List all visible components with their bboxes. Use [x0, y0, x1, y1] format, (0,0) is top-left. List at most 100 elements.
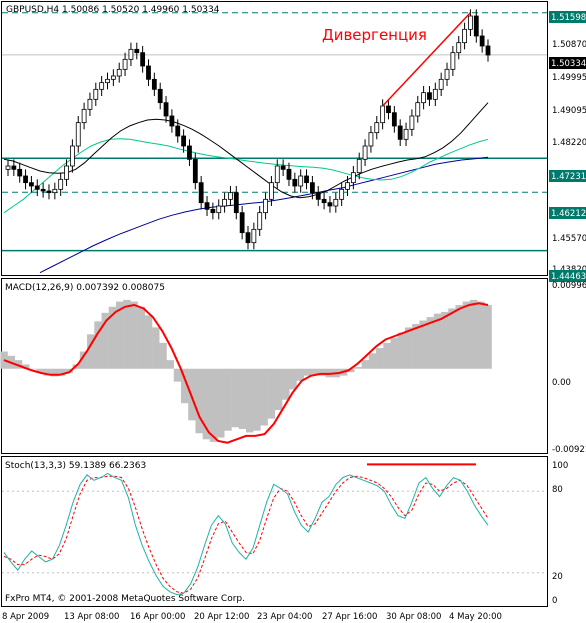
bull-candle: [274, 165, 280, 184]
bear-candle: [304, 175, 309, 184]
bear-candle: [239, 212, 245, 234]
time-label: 30 Apr 08:00: [386, 612, 441, 622]
macd-histogram-bar: [79, 351, 88, 369]
stoch-tick: 0: [552, 596, 557, 606]
bull-candle: [99, 82, 105, 90]
bull-candle: [222, 198, 227, 207]
ma-mid-line: [3, 138, 489, 214]
price-tick: 1.49995: [552, 73, 586, 83]
macd-histogram-bar: [217, 368, 225, 438]
bull-candle: [93, 88, 99, 100]
bear-candle: [473, 15, 479, 37]
bull-candle: [374, 122, 380, 134]
bear-candle: [17, 168, 23, 177]
bull-candle: [75, 122, 81, 147]
macd-histogram-bar: [397, 332, 406, 369]
macd-histogram-bar: [426, 317, 435, 369]
bear-candle: [46, 190, 52, 194]
price-series: [2, 9, 547, 274]
bear-candle: [315, 192, 321, 200]
level-label-box: [549, 207, 586, 219]
macd-histogram-bar: [455, 305, 463, 369]
bull-candle: [257, 212, 263, 230]
macd-histogram-bar: [484, 305, 492, 369]
macd-histogram-bar: [412, 323, 420, 369]
level-label: 1.47231: [551, 172, 586, 182]
macd-histogram-bar: [253, 368, 261, 431]
macd-histogram-bar: [36, 368, 44, 374]
macd-histogram-bar: [87, 334, 95, 369]
bear-candle: [187, 145, 192, 160]
bear-candle: [427, 92, 432, 100]
bull-candle: [269, 182, 274, 200]
level-label-box: [549, 170, 586, 182]
macd-histogram-bar: [441, 311, 449, 369]
macd-histogram-bar: [260, 368, 268, 426]
bull-candle: [81, 108, 87, 124]
macd-histogram-bar: [318, 368, 326, 376]
macd-histogram-bar: [368, 353, 377, 369]
macd-histogram-bar: [166, 360, 174, 369]
bull-candle: [69, 145, 75, 167]
bear-candle: [245, 232, 251, 244]
copyright-text: FxPro MT4, © 2001-2008 MetaQuotes Softwa…: [5, 594, 245, 604]
bull-candle: [216, 205, 222, 214]
macd-histogram-bar: [202, 368, 211, 440]
bull-candle: [122, 58, 128, 70]
price-tick: 1.48220: [552, 138, 586, 148]
stoch-tick: 20: [552, 572, 563, 582]
bull-candle: [444, 68, 450, 80]
level-label-box: [549, 11, 586, 23]
macd-histogram-bar: [376, 348, 384, 369]
macd-histogram-bar: [477, 301, 485, 369]
bear-candle: [151, 78, 157, 90]
bull-candle: [105, 78, 110, 84]
macd-histogram-bar: [296, 368, 304, 381]
time-label: 4 May 20:00: [449, 612, 502, 622]
bull-candle: [462, 28, 467, 44]
bear-candle: [280, 165, 286, 170]
bull-candle: [415, 102, 421, 117]
bear-candle: [175, 125, 181, 137]
macd-histogram-bar: [195, 368, 203, 434]
bear-candle: [181, 135, 187, 147]
current-price-label: 1.50334: [551, 59, 586, 69]
bear-candle: [34, 185, 40, 190]
bull-candle: [339, 188, 345, 200]
macd-histogram-bar: [209, 368, 218, 442]
price-tick: 1.49095: [552, 106, 586, 116]
macd-histogram-bar: [29, 368, 37, 370]
price-tick: 1.50870: [552, 40, 586, 50]
bull-candle: [438, 78, 444, 90]
bear-candle: [321, 198, 327, 204]
divergence-line: [382, 12, 471, 107]
bear-candle: [157, 88, 163, 104]
bear-candle: [140, 52, 146, 67]
ma-fast-line: [3, 102, 489, 199]
macd-histogram-bar: [469, 299, 478, 369]
macd-histogram-bar: [238, 368, 247, 429]
bull-candle: [87, 98, 93, 110]
macd-histogram-bar: [224, 368, 232, 431]
macd-histogram-bar: [289, 368, 297, 390]
stoch-signal-line: [3, 475, 489, 594]
bear-candle: [309, 182, 315, 194]
bear-candle: [40, 188, 46, 192]
bear-candle: [397, 125, 403, 140]
bear-candle: [134, 48, 140, 54]
macd-histogram-bar: [65, 368, 73, 374]
bull-candle: [403, 128, 409, 140]
macd-histogram-bar: [390, 337, 398, 369]
bull-candle: [298, 175, 304, 187]
macd-histogram-bar: [311, 368, 319, 374]
macd-histogram-bar: [303, 368, 312, 376]
bull-candle: [350, 172, 356, 184]
bear-candle: [233, 192, 239, 214]
macd-histogram-bar: [383, 342, 391, 369]
macd-histogram-bar: [159, 342, 167, 369]
level-label: 1.51598: [551, 13, 586, 23]
macd-histogram-bar: [361, 360, 370, 369]
stoch-panel: [1, 456, 548, 607]
bear-candle: [391, 112, 397, 127]
